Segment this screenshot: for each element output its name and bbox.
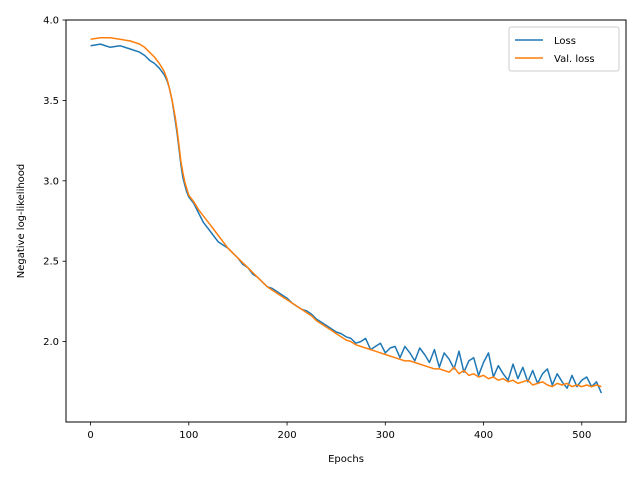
x-tick-label: 200 [278,430,297,441]
y-axis-label: Negative log-likelihood [16,164,27,279]
x-tick-label: 0 [87,430,93,441]
x-axis-label: Epochs [328,454,364,465]
y-tick-label: 2.0 [43,337,59,348]
y-tick-label: 3.5 [43,96,59,107]
y-axis: 2.0 2.5 3.0 3.5 4.0 [43,16,66,348]
x-tick-label: 400 [474,430,493,441]
y-tick-label: 3.0 [43,176,59,187]
x-tick-label: 500 [572,430,591,441]
series-line-val-loss [90,36,602,388]
series-layer [90,36,603,394]
x-tick-label: 100 [179,430,198,441]
y-tick-label: 2.5 [43,257,59,268]
legend-label: Val. loss [554,54,595,65]
legend-box [508,26,620,72]
x-tick-label: 300 [376,430,395,441]
y-tick-label: 4.0 [43,16,59,27]
legend-label: Loss [554,36,576,47]
legend: Loss Val. loss [508,26,620,72]
x-axis: 0 100 200 300 400 500 [87,422,591,441]
plot-frame [65,19,627,423]
